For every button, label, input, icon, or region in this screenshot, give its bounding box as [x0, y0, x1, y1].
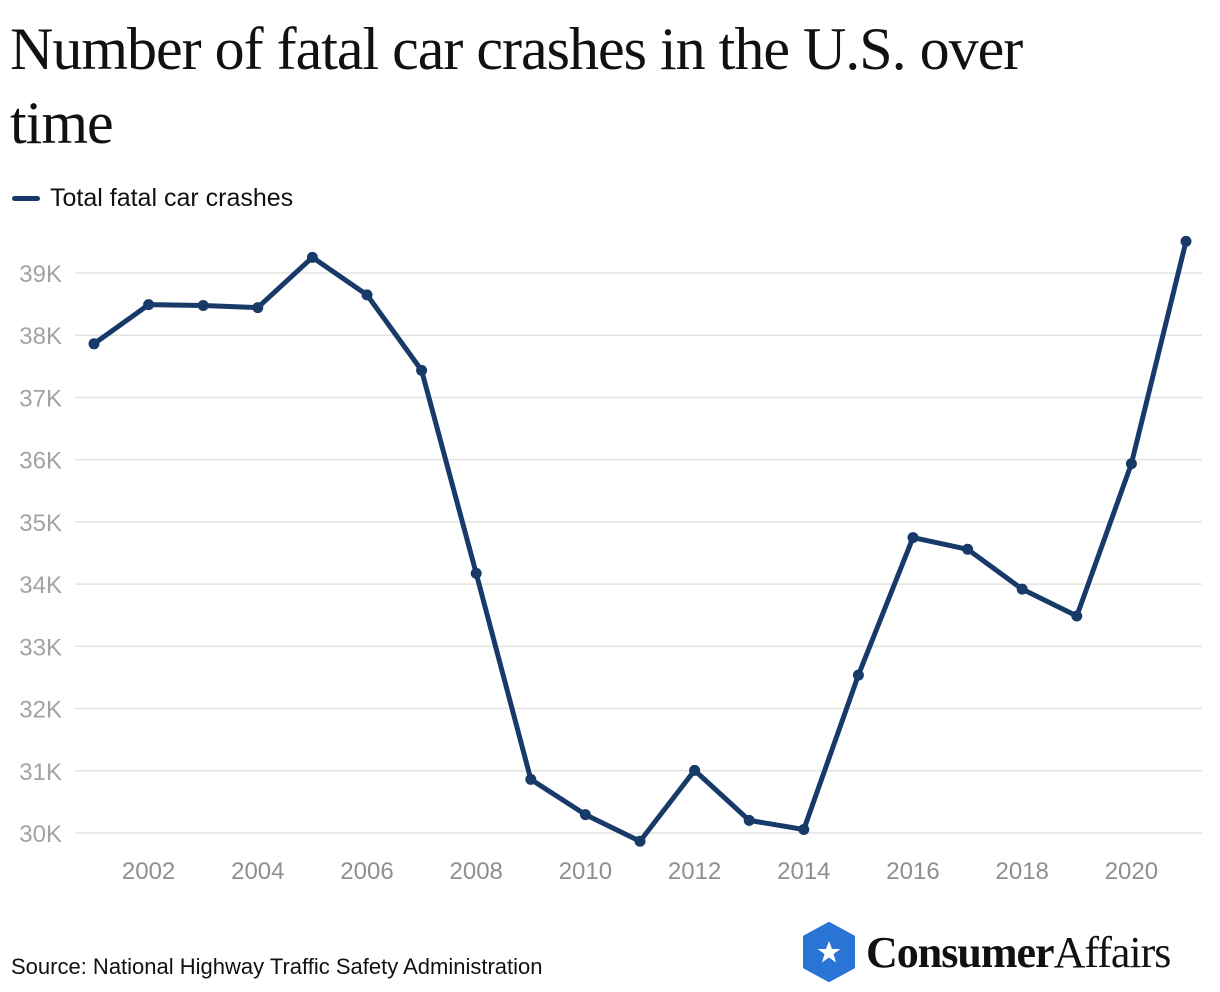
series-line — [91, 238, 1189, 844]
x-tick-label: 2020 — [1105, 858, 1158, 885]
data-point — [88, 338, 100, 350]
data-point — [197, 300, 209, 312]
consumeraffairs-logo: ConsumerAffairs — [802, 922, 1171, 982]
y-tick-label: 34K — [19, 572, 62, 599]
legend-label: Total fatal car crashes — [50, 184, 294, 212]
chart-title: Number of fatal car crashes in the U.S. … — [10, 16, 1023, 156]
x-tick-label: 2002 — [122, 858, 175, 885]
source-note: Source: National Highway Traffic Safety … — [11, 954, 543, 979]
y-tick-label: 36K — [19, 448, 62, 475]
data-point — [852, 669, 864, 681]
data-point — [1180, 235, 1192, 247]
x-tick-label: 2016 — [886, 858, 939, 885]
y-tick-label: 30K — [19, 821, 62, 848]
data-point — [579, 809, 591, 821]
x-tick-label: 2018 — [996, 858, 1049, 885]
y-tick-label: 31K — [19, 759, 62, 786]
y-tick-label: 35K — [19, 510, 62, 537]
data-point — [689, 764, 701, 776]
data-point — [361, 289, 373, 301]
data-point — [525, 773, 537, 785]
data-point — [1016, 583, 1028, 595]
x-tick-label: 2004 — [231, 858, 284, 885]
legend: Total fatal car crashes — [12, 184, 293, 213]
data-point — [907, 532, 919, 544]
data-point — [306, 251, 318, 263]
x-tick-label: 2012 — [668, 858, 721, 885]
logo-wordmark: ConsumerAffairs — [866, 927, 1171, 977]
x-tick-label: 2008 — [450, 858, 503, 885]
data-point — [416, 364, 428, 376]
y-tick-label: 32K — [19, 697, 62, 724]
y-tick-label: 33K — [19, 634, 62, 661]
data-point — [470, 567, 482, 579]
y-tick-label: 39K — [19, 261, 62, 288]
data-point — [634, 835, 646, 847]
data-point — [798, 824, 810, 836]
x-tick-label: 2014 — [777, 858, 830, 885]
data-point — [1071, 610, 1083, 622]
data-point — [252, 302, 264, 314]
data-point — [143, 299, 155, 311]
data-point — [962, 543, 974, 555]
x-tick-label: 2006 — [340, 858, 393, 885]
data-point — [743, 814, 755, 826]
x-tick-label: 2010 — [559, 858, 612, 885]
star-hexagon-icon — [803, 922, 855, 982]
data-point — [1125, 458, 1137, 470]
legend-swatch — [12, 196, 40, 201]
y-tick-label: 38K — [19, 323, 62, 350]
y-tick-label: 37K — [19, 385, 62, 412]
